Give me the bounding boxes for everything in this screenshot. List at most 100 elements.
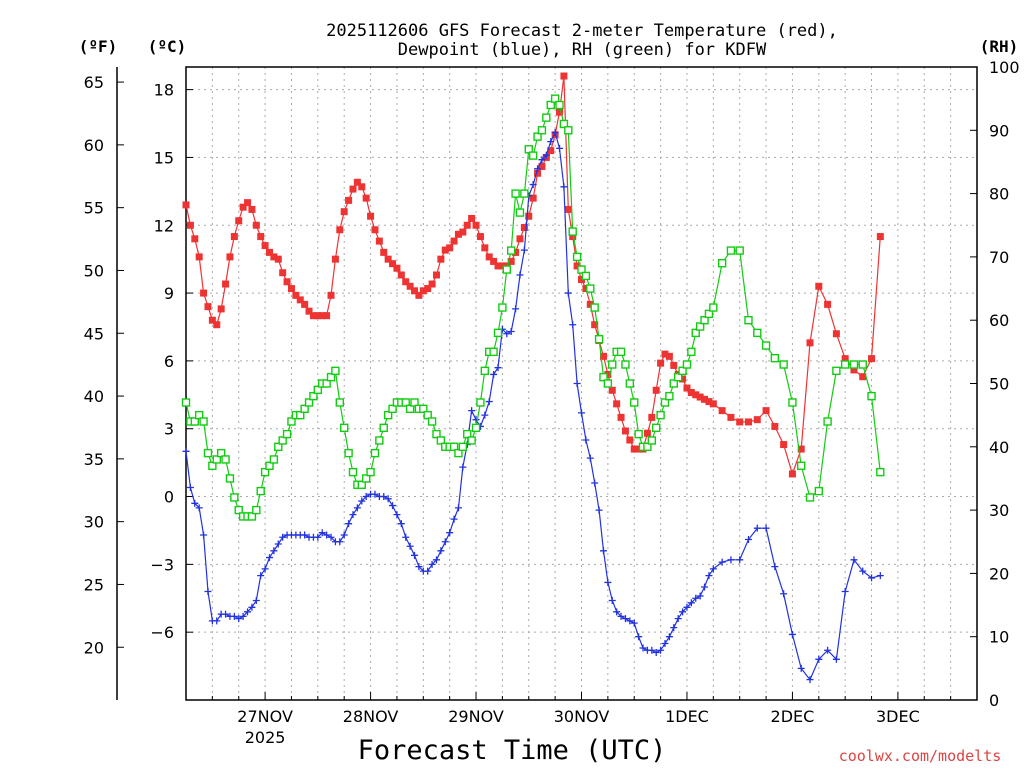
temperature-point	[815, 282, 823, 290]
dewpoint-point	[200, 531, 208, 539]
temperature-point	[534, 169, 542, 177]
celsius-tick-label: 12	[154, 216, 174, 235]
temperature-point	[367, 212, 375, 220]
series-rh	[181, 94, 885, 521]
rh-point	[300, 404, 309, 414]
fahrenheit-tick-label: 60	[84, 136, 104, 155]
rh-point	[208, 461, 217, 470]
temperature-point	[806, 339, 814, 347]
dewpoint-point	[274, 540, 282, 548]
temperature-point	[841, 355, 849, 363]
rh-point	[454, 448, 463, 458]
rh-point	[340, 423, 349, 433]
dewpoint-point	[265, 554, 273, 562]
dewpoint-point	[362, 493, 370, 501]
rh-tick-label: 20	[989, 564, 1009, 583]
x-tick-label: 29NOV	[448, 707, 504, 726]
rh-point	[581, 271, 591, 281]
temperature-point	[389, 260, 397, 268]
dewpoint-point	[318, 529, 326, 537]
temperature-point	[222, 280, 230, 288]
temperature-point	[244, 199, 252, 207]
rh-point	[542, 113, 551, 122]
dewpoint-point	[397, 520, 405, 528]
dewpoint-point	[336, 538, 344, 546]
rh-point	[322, 379, 331, 388]
dewpoint-line	[185, 130, 881, 681]
dewpoint-point	[859, 567, 867, 575]
temperature-point	[283, 278, 291, 286]
temperature-point	[736, 418, 744, 426]
rh-point	[744, 316, 753, 325]
rh-point	[247, 512, 257, 521]
dewpoint-point	[380, 493, 388, 501]
temperature-point	[468, 214, 476, 222]
dewpoint-point	[340, 531, 348, 539]
temperature-point	[270, 253, 278, 261]
temperature-point	[617, 413, 625, 421]
dewpoint-point	[771, 563, 779, 571]
temperature-point	[371, 226, 379, 234]
rh-point	[401, 398, 410, 407]
dewpoint-point	[450, 515, 458, 523]
temperature-point	[459, 228, 467, 236]
x-axis-label: Forecast Time (UTC)	[358, 735, 667, 766]
temperature-point	[876, 233, 884, 241]
fahrenheit-unit-label: (ºF)	[79, 37, 118, 56]
rh-point	[331, 366, 340, 376]
dewpoint-point	[195, 504, 203, 512]
dewpoint-point	[832, 655, 840, 663]
rh-point	[348, 467, 358, 477]
rh-point	[797, 461, 806, 470]
dewpoint-point	[542, 151, 550, 159]
rh-point	[216, 448, 226, 458]
rh-point	[704, 309, 714, 319]
dewpoint-point	[617, 612, 625, 620]
rh-point	[537, 126, 547, 135]
rh-point	[691, 328, 700, 338]
temperature-point	[604, 370, 612, 378]
dewpoint-point	[556, 144, 564, 152]
rh-point	[190, 417, 199, 426]
temperature-point	[626, 436, 634, 444]
dewpoint-point	[534, 165, 542, 173]
dewpoint-point	[437, 547, 445, 555]
temperature-point	[556, 108, 564, 116]
rh-point	[858, 360, 867, 369]
temperature-point	[569, 233, 577, 241]
dewpoint-point	[252, 597, 260, 605]
dewpoint-point	[727, 556, 735, 564]
dewpoint-point	[762, 524, 770, 532]
temperature-point	[318, 312, 326, 320]
celsius-tick-label: −6	[150, 623, 174, 642]
temperature-point	[696, 393, 704, 401]
rh-point	[652, 423, 661, 433]
dewpoint-point	[551, 129, 559, 137]
temperature-point	[630, 445, 638, 453]
temperature-point	[788, 470, 796, 478]
temperature-point	[516, 235, 524, 243]
temperature-point	[613, 400, 621, 408]
dewpoint-point	[621, 615, 629, 623]
dewpoint-point	[806, 676, 814, 684]
rh-point	[502, 265, 511, 274]
rh-point	[669, 379, 678, 388]
watermark: coolwx.com/modelts	[839, 747, 1002, 765]
temperature-point	[375, 237, 383, 245]
rh-point	[269, 455, 279, 464]
rh-point	[735, 246, 744, 255]
temperature-point	[437, 255, 445, 263]
temperature-point	[380, 248, 388, 256]
dewpoint-point	[692, 594, 700, 602]
rh-point	[449, 442, 459, 451]
temperature-point	[305, 307, 313, 315]
x-sublabel: 2025	[245, 728, 286, 747]
temperature-point	[476, 233, 484, 241]
dewpoint-point	[244, 608, 252, 616]
temperature-point	[850, 366, 858, 374]
dewpoint-point	[599, 547, 607, 555]
dewpoint-point	[512, 305, 520, 313]
dewpoint-point	[564, 289, 572, 297]
temperature-point	[314, 312, 322, 320]
rh-point	[546, 100, 555, 110]
